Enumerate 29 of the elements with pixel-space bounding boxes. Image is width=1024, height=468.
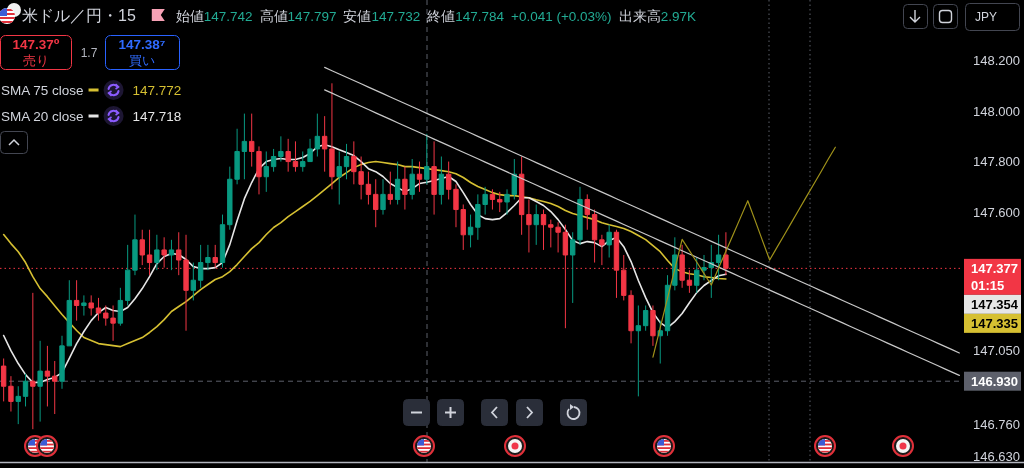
axis-label: 147.377 01:15 [964,258,1021,295]
legend-entry: SMA 20 close 147.718 [1,106,182,126]
y-tick-label: 147.050 [973,343,1020,359]
annotation: 安値147.732 [343,9,421,24]
annotation: 終値147.784 [426,9,505,24]
annotation: 出来高2.97K [618,9,696,24]
chart-title: 米ドル／円・15 [22,7,136,24]
annotation: 147.718 [132,108,182,124]
y-tick-label: 148.200 [973,53,1020,69]
text: JPY [975,10,998,24]
annotation: 高値147.797 [259,9,337,24]
annotation: 147.772 [132,82,182,98]
legend-entry: SMA 75 close 147.772 [1,80,182,100]
annotation: 売り [23,53,49,68]
ref-line-label: 147.377 01:15 [971,260,1018,293]
y-tick-label: 146.760 [973,416,1020,432]
annotation: 147.38⁷ [118,37,166,52]
annotation: 買い [129,53,155,68]
legend-label: SMA 20 close [1,108,84,124]
y-tick-label: 148.000 [973,103,1020,119]
y-tick-label: 147.800 [973,154,1020,170]
annotation: 1.7 [80,46,98,60]
annotation: +0.041 (+0.03%) [511,9,612,24]
ref-line-label: 146.930 [971,373,1018,389]
legend-label: SMA 75 close [1,82,84,98]
annotation: 始値147.742 [175,9,253,24]
annotation: 147.37⁰ [12,37,60,52]
y-tick-label: 147.600 [973,204,1020,220]
y-tick-label: 146.630 [973,449,1020,465]
